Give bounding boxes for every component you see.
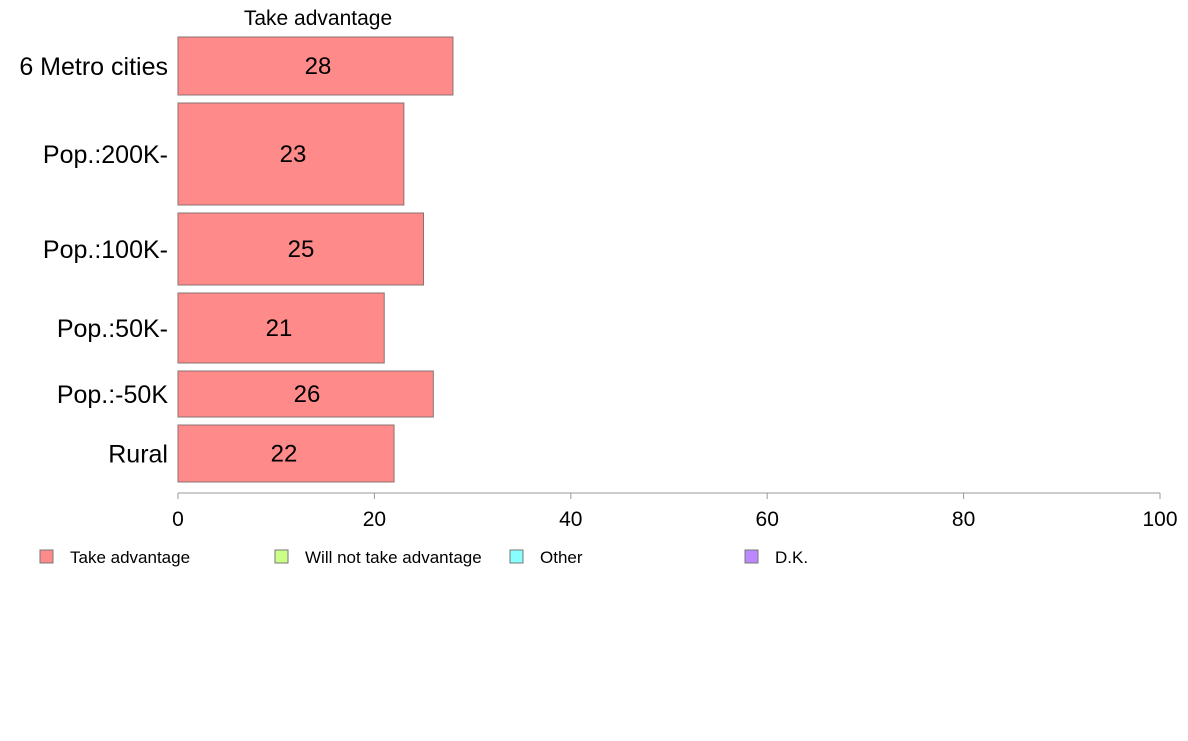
category-label: Pop.:-50K <box>57 381 169 409</box>
legend-item: D.K. <box>744 548 808 567</box>
legend-item: Take advantage <box>39 548 190 567</box>
bar-group: 28 6 Metro cities <box>19 36 454 96</box>
x-tick-label: 60 <box>756 508 779 531</box>
bar-group: 23 Pop.:200K- <box>43 102 405 206</box>
bar <box>177 370 434 418</box>
x-axis: 0 20 40 60 80 100 <box>172 492 1178 531</box>
bar-group: 26 Pop.:-50K <box>57 370 434 418</box>
bar-value-label: 22 <box>271 441 298 468</box>
x-tick-label: 0 <box>172 508 184 531</box>
legend-item: Other <box>509 548 583 567</box>
x-tick-label: 100 <box>1142 508 1177 531</box>
x-tick-label: 20 <box>363 508 386 531</box>
legend-label: Will not take advantage <box>305 548 482 567</box>
bar <box>177 212 424 286</box>
legend-swatch <box>744 549 759 564</box>
category-label: Pop.:100K- <box>43 236 168 264</box>
legend-label: Other <box>540 548 583 567</box>
bar-value-label: 23 <box>280 141 307 168</box>
category-label: Pop.:50K- <box>57 315 168 343</box>
bar-value-label: 26 <box>294 381 321 408</box>
category-label: 6 Metro cities <box>19 53 168 81</box>
legend-swatch <box>274 549 289 564</box>
bar-value-label: 28 <box>305 53 332 80</box>
legend-label: Take advantage <box>70 548 190 567</box>
bar <box>177 102 405 206</box>
x-tick-label: 80 <box>952 508 975 531</box>
legend-label: D.K. <box>775 548 808 567</box>
legend-item: Will not take advantage <box>274 548 482 567</box>
category-label: Pop.:200K- <box>43 141 168 169</box>
legend: Take advantage Will not take advantage Oth… <box>39 548 808 567</box>
column-header: Take advantage <box>244 7 392 30</box>
bar-value-label: 21 <box>266 315 293 342</box>
bar-group: 25 Pop.:100K- <box>43 212 424 286</box>
category-label: Rural <box>108 441 168 469</box>
legend-swatch <box>509 549 524 564</box>
x-tick-label: 40 <box>559 508 582 531</box>
bar <box>177 292 385 364</box>
bar <box>177 36 454 96</box>
legend-swatch <box>39 549 54 564</box>
bar-group: 21 Pop.:50K- <box>57 292 385 364</box>
bar <box>177 424 395 483</box>
bars-layer: 28 6 Metro cities 23 Pop.:200K- 25 Pop.:100K-… <box>19 36 454 483</box>
bar-group: 22 Rural <box>108 424 395 483</box>
bar-value-label: 25 <box>288 236 315 263</box>
